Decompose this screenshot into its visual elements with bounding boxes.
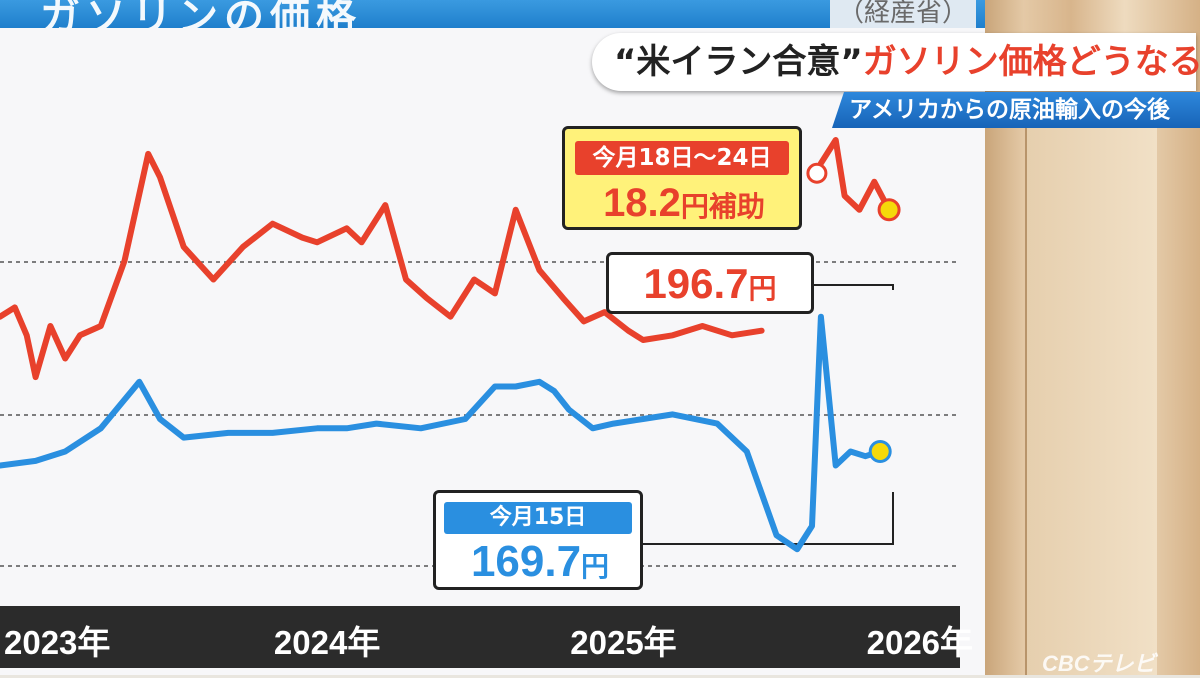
series-layer [0, 137, 893, 553]
red-price-callout: 196.7円 [606, 252, 814, 314]
headline-question: ガソリン価格どうなる？ [862, 42, 1200, 82]
red-endpoint-marker [877, 198, 901, 222]
blue-price-callout: 今月15日 169.7円 [433, 490, 643, 590]
subsidy-amount: 18.2円補助 [577, 181, 791, 226]
retail-price: 169.7円 [442, 537, 638, 587]
subheadline-banner: アメリカからの原油輸入の今後 [832, 92, 1200, 128]
price-line-chart [0, 137, 960, 567]
red-leader-line [814, 284, 894, 290]
subsidy-amount-value: 18.2 [603, 181, 681, 225]
red-series-line-1 [817, 137, 893, 213]
headline-banner: “米イラン合意”ガソリン価格どうなる？ [592, 33, 1200, 91]
title-strip: ガソリンの価格 （経産省） [0, 0, 985, 28]
x-axis-bar [0, 606, 960, 668]
marker-layer [806, 162, 901, 464]
subsidy-unit: 円補助 [680, 190, 765, 223]
subsidy-period-tag: 今月18日～24日 [575, 141, 789, 175]
partial-title: ガソリンの価格 [40, 0, 362, 28]
headline-quote: “米イラン合意” [614, 42, 863, 82]
wood-panel [1025, 120, 1157, 675]
callout-leaders [643, 284, 894, 545]
x-tick-label: 2023年 [4, 624, 111, 661]
blue-leader-line [643, 492, 894, 545]
red-price-value: 196.7 [643, 260, 749, 307]
red-price-unit: 円 [748, 272, 777, 305]
red-series-line-0 [0, 150, 765, 381]
blue-endpoint-marker [868, 440, 892, 464]
blue-series-line-2 [0, 313, 884, 553]
subsidy-callout: 今月18日～24日 18.2円補助 [562, 126, 802, 230]
x-tick-label: 2026年 [866, 624, 974, 661]
x-tick-label: 2024年 [273, 624, 381, 661]
x-tick-label: 2025年 [570, 624, 677, 661]
red-segment-start-marker [806, 162, 828, 184]
retail-price-value: 169.7 [470, 537, 582, 586]
retail-date-tag: 今月15日 [444, 502, 632, 534]
retail-price-unit: 円 [581, 550, 610, 583]
partial-source: （経産省） [830, 0, 977, 28]
broadcaster-watermark: CBCテレビ [1042, 651, 1156, 676]
